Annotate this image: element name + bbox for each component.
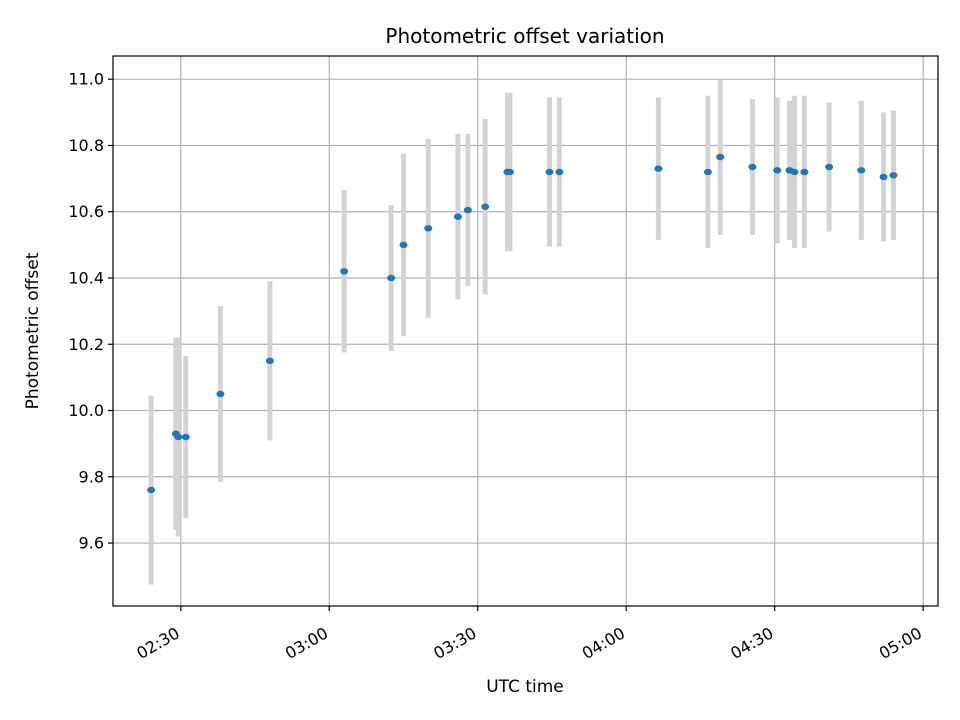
data-point [216,390,225,398]
data-point [265,357,274,365]
data-point [340,268,349,275]
plot-area-background [113,56,938,606]
data-point [857,167,866,174]
data-point [879,173,888,181]
data-point [481,203,490,210]
data-point [825,163,834,171]
data-point [773,167,782,174]
data-point [147,486,156,494]
data-point [424,225,433,232]
data-point [181,433,190,441]
data-point [748,163,757,171]
y-tick-label: 10.8 [68,136,104,155]
data-point [174,433,183,441]
data-points [147,153,898,494]
grid [113,56,938,606]
data-point [399,241,408,249]
data-point [545,168,554,176]
data-point [654,165,663,172]
plot-frame [112,55,939,607]
y-axis-label: Photometric offset [23,252,43,409]
data-point [387,274,396,282]
y-tick-label: 11.0 [68,70,104,89]
x-axis-label: UTC time [486,677,564,697]
chart-title: Photometric offset variation [385,24,664,48]
y-tick-label: 10.2 [68,335,104,354]
data-point [790,168,799,176]
data-point [453,213,462,220]
y-axis: 9.6 9.8 10.0 10.2 10.4 10.6 10.8 11.0 [68,70,113,553]
y-tick-label: 9.8 [79,467,104,486]
y-tick-label: 10.6 [68,202,104,221]
data-point [716,153,725,161]
data-point [800,168,809,176]
data-point [463,206,472,214]
y-tick-label: 10.4 [68,268,104,287]
y-tick-label: 10.0 [68,401,104,420]
data-point [555,168,564,176]
data-point [703,168,712,176]
data-point [505,168,514,176]
y-tick-label: 9.6 [79,534,104,553]
data-point [889,172,898,179]
